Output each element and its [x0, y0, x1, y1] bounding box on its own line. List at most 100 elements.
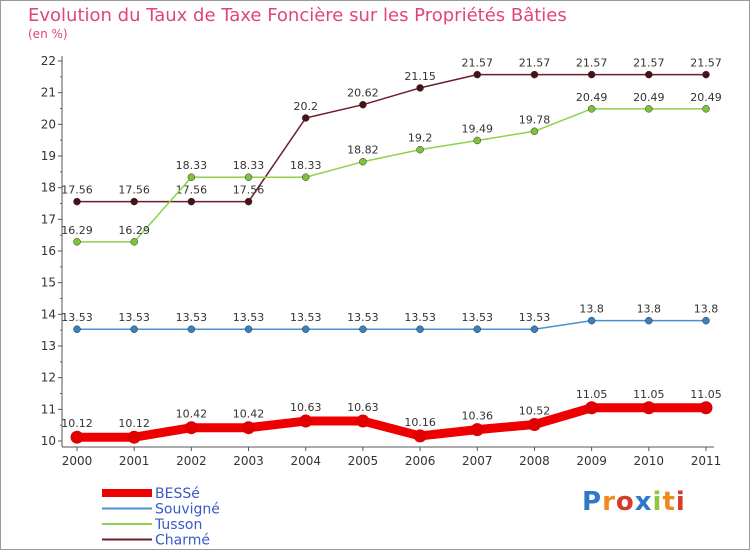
data-label: 18.33: [176, 159, 208, 172]
x-tick-label: 2010: [634, 454, 665, 468]
proxiti-logo: Proxiti: [582, 487, 686, 517]
data-point: [645, 105, 653, 113]
y-tick-label: 12: [41, 371, 56, 385]
legend-label-BESSé: BESSé: [155, 486, 200, 502]
data-point: [130, 238, 138, 246]
y-tick-label: 22: [41, 54, 56, 68]
data-label: 10.12: [61, 417, 93, 430]
data-label: 13.53: [176, 311, 208, 324]
data-label: 20.2: [293, 100, 318, 113]
x-tick-label: 2007: [462, 454, 493, 468]
data-point: [184, 421, 198, 435]
data-point: [473, 136, 482, 145]
data-label: 16.29: [61, 224, 93, 237]
data-point: [130, 325, 138, 333]
series-line-BESSé: [72, 403, 711, 442]
series-line-Tusson: [76, 108, 707, 243]
data-label: 19.2: [408, 132, 433, 145]
data-label: 16.29: [118, 224, 150, 237]
data-label: 10.63: [347, 401, 379, 414]
data-point: [244, 325, 253, 333]
data-label: 21.57: [462, 57, 494, 70]
data-label: 20.62: [347, 87, 379, 100]
data-label: 13.53: [462, 311, 494, 324]
y-tick-label: 17: [41, 212, 56, 226]
data-label: 18.82: [347, 144, 379, 157]
y-tick-label: 13: [41, 339, 56, 353]
data-point: [416, 325, 424, 333]
data-point: [187, 173, 196, 181]
data-label: 13.53: [347, 311, 379, 324]
x-tick-label: 2009: [576, 454, 607, 468]
data-label: 17.56: [118, 184, 150, 197]
data-point: [73, 197, 81, 206]
y-tick-label: 19: [41, 149, 56, 163]
data-point: [416, 145, 424, 154]
data-label: 11.05: [690, 388, 722, 401]
data-point: [645, 70, 653, 79]
x-tick-label: 2005: [348, 454, 379, 468]
x-tick-label: 2000: [62, 454, 93, 468]
data-point: [473, 70, 482, 79]
data-label: 11.05: [633, 388, 665, 401]
data-point: [530, 70, 539, 79]
data-label: 21.57: [519, 57, 551, 70]
x-tick-label: 2008: [519, 454, 550, 468]
data-point: [130, 197, 138, 206]
data-label: 17.56: [61, 184, 93, 197]
data-point: [702, 70, 710, 79]
data-label: 19.49: [462, 122, 494, 135]
data-label: 13.53: [519, 311, 551, 324]
data-point: [702, 105, 710, 113]
data-point: [73, 325, 81, 333]
data-point: [530, 127, 539, 136]
data-point: [299, 414, 313, 428]
data-label: 10.42: [233, 408, 265, 421]
data-point: [587, 105, 596, 113]
y-tick-label: 11: [41, 402, 56, 416]
data-label: 21.57: [576, 57, 608, 70]
data-point: [301, 325, 310, 333]
data-point: [356, 414, 370, 428]
data-label: 10.16: [404, 416, 436, 429]
x-tick-label: 2006: [405, 454, 436, 468]
series-line-Souvigné: [76, 319, 707, 330]
x-tick-label: 2004: [290, 454, 321, 468]
y-tick-label: 10: [41, 434, 56, 448]
data-label: 21.57: [633, 57, 665, 70]
data-point: [587, 316, 596, 325]
y-tick-label: 18: [41, 181, 56, 195]
data-label: 10.63: [290, 401, 322, 414]
data-label: 20.49: [633, 91, 665, 104]
data-point: [473, 325, 482, 333]
data-label: 13.53: [290, 311, 322, 324]
data-point: [470, 423, 484, 437]
x-tick-label: 2002: [176, 454, 207, 468]
data-label: 19.78: [519, 113, 551, 126]
data-point: [585, 401, 599, 415]
data-point: [242, 421, 256, 435]
data-label: 21.57: [690, 57, 722, 70]
data-point: [359, 325, 367, 333]
data-label: 20.49: [576, 91, 608, 104]
x-tick-label: 2003: [233, 454, 264, 468]
data-label: 13.53: [404, 311, 436, 324]
data-point: [702, 316, 710, 325]
data-point: [301, 173, 310, 181]
data-label: 10.12: [118, 417, 150, 430]
y-tick-label: 20: [41, 117, 56, 131]
data-label: 10.42: [176, 408, 208, 421]
data-label: 13.8: [637, 303, 662, 316]
data-point: [187, 325, 196, 333]
data-label: 10.52: [519, 405, 551, 418]
series-line-Charmé: [76, 73, 707, 203]
data-point: [413, 429, 427, 443]
data-point: [699, 401, 713, 415]
data-point: [244, 173, 253, 181]
legend-label-Souvigné: Souvigné: [155, 502, 220, 518]
data-point: [187, 197, 196, 206]
data-label: 17.56: [233, 184, 265, 197]
data-point: [73, 238, 81, 246]
